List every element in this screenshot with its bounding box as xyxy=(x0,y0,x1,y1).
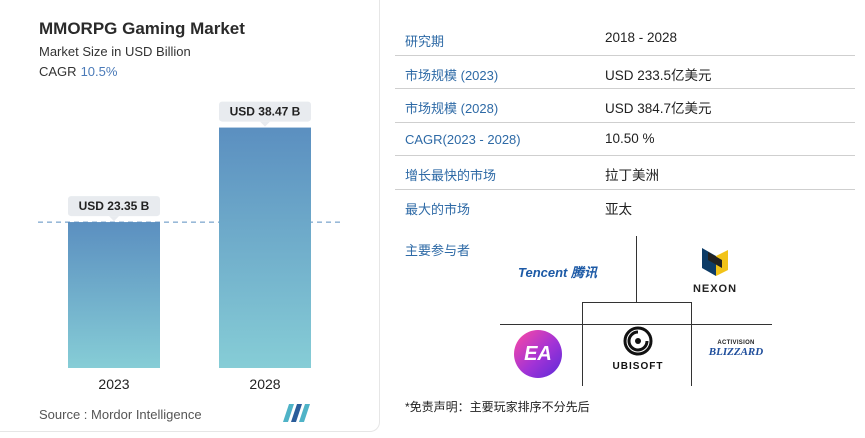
info-label: 最大的市场 xyxy=(405,201,471,217)
data-label: USD 23.35 B xyxy=(79,199,150,213)
bar-2023 xyxy=(68,222,160,368)
key-players-title: 主要参与者 xyxy=(405,243,471,258)
x-tick-label: 2023 xyxy=(98,376,129,392)
info-value: 10.50 % xyxy=(605,130,655,146)
cagr-label: CAGR xyxy=(39,64,77,79)
data-label-bg xyxy=(219,101,311,122)
tencent-logo: Tencent 腾讯 xyxy=(518,262,597,282)
blizzard-logo-text: BLIZZARD xyxy=(708,346,764,358)
info-label: 市场规模 (2023) xyxy=(405,67,499,83)
x-tick-label: 2028 xyxy=(249,376,280,392)
mordor-logo-icon xyxy=(283,404,310,422)
info-label: CAGR(2023 - 2028) xyxy=(405,131,521,147)
info-label: 市场规模 (2028) xyxy=(405,101,499,117)
info-row-size-2023: 市场规模 (2023) USD 233.5亿美元 xyxy=(395,56,855,90)
activision-blizzard-logo: ACTIVISION BLIZZARD xyxy=(706,340,766,358)
disclaimer-text: *免责声明：主要玩家排序不分先后 xyxy=(405,400,590,414)
nexon-logo: NEXON xyxy=(685,246,745,295)
info-value: 亚太 xyxy=(605,201,632,217)
bar-chart: USD 23.35 B 2023 USD 38.47 B 2028 xyxy=(38,101,342,392)
nexon-logo-text: NEXON xyxy=(692,283,738,295)
info-value: USD 384.7亿美元 xyxy=(605,101,712,117)
source-text: Source : Mordor Intelligence xyxy=(39,407,202,422)
grid-divider xyxy=(500,324,772,325)
data-label-bg xyxy=(68,196,160,217)
ubisoft-swirl-icon xyxy=(623,326,653,356)
grid-divider xyxy=(582,302,583,386)
chart-title: MMORPG Gaming Market xyxy=(39,19,245,38)
grid-divider xyxy=(582,302,692,303)
cagr-line: CAGR 10.5% xyxy=(39,64,117,79)
info-label: 研究期 xyxy=(405,34,445,49)
data-label-pointer xyxy=(260,121,270,127)
cagr-value: 10.5% xyxy=(80,64,118,79)
data-label-pointer xyxy=(109,216,119,222)
info-value: 2018 - 2028 xyxy=(605,30,678,45)
tencent-logo-text: Tencent 腾讯 xyxy=(518,265,597,280)
chart-card: MMORPG Gaming Market Market Size in USD … xyxy=(0,0,380,432)
market-info-table: 研究期 2018 - 2028 市场规模 (2023) USD 233.5亿美元… xyxy=(395,22,855,224)
info-row-study-period: 研究期 2018 - 2028 xyxy=(395,22,855,56)
info-label: 增长最快的市场 xyxy=(405,168,497,184)
chart-subtitle: Market Size in USD Billion xyxy=(39,44,191,59)
info-value: USD 233.5亿美元 xyxy=(605,67,712,83)
grid-divider xyxy=(636,236,637,302)
ubisoft-logo-text: UBISOFT xyxy=(612,361,664,372)
activision-logo-text: ACTIVISION xyxy=(717,340,755,346)
ea-logo-text: EA xyxy=(524,342,552,365)
info-row-largest-market: 最大的市场 亚太 xyxy=(395,190,855,224)
info-row-cagr: CAGR(2023 - 2028) 10.50 % xyxy=(395,123,855,157)
grid-divider xyxy=(691,302,692,386)
ea-badge-icon: EA xyxy=(514,330,562,378)
nexon-emblem-icon xyxy=(702,248,728,276)
info-row-fastest-market: 增长最快的市场 拉丁美洲 xyxy=(395,156,855,190)
info-value: 拉丁美洲 xyxy=(605,168,659,184)
data-label: USD 38.47 B xyxy=(230,105,301,119)
ea-logo: EA xyxy=(514,330,562,378)
ubisoft-logo: UBISOFT xyxy=(598,326,678,372)
key-players-grid: Tencent 腾讯 NEXON EA UBISOFT ACTIVISION B… xyxy=(500,236,772,386)
info-row-size-2028: 市场规模 (2028) USD 384.7亿美元 xyxy=(395,89,855,123)
bar-2028 xyxy=(219,127,311,368)
